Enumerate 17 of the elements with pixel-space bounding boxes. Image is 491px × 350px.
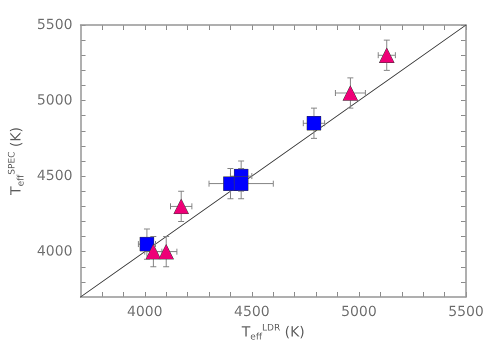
x-tick-label: 4000 — [126, 304, 163, 320]
y-tick-label: 4500 — [36, 168, 73, 184]
point — [158, 244, 174, 260]
y-tick-label: 4000 — [36, 244, 73, 260]
point — [342, 85, 358, 101]
y-tick-label: 5000 — [36, 92, 73, 109]
point — [379, 47, 395, 63]
point — [234, 176, 248, 191]
y-axis-title: TeffSPEC (K) — [8, 127, 26, 196]
point — [146, 244, 162, 260]
x-tick-label: 5500 — [448, 304, 484, 320]
point — [173, 198, 189, 214]
x-tick-label: 5000 — [341, 304, 377, 320]
y-tick-label: 5500 — [36, 17, 73, 33]
point — [140, 236, 154, 252]
x-tick-label: 4500 — [234, 304, 270, 320]
point — [306, 116, 322, 130]
